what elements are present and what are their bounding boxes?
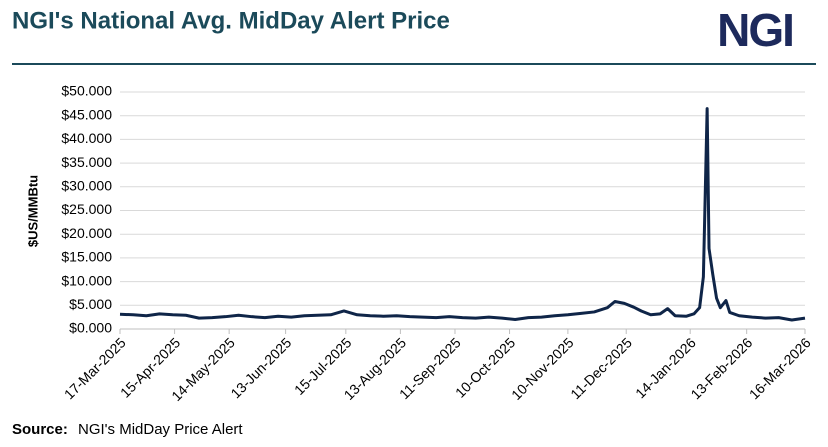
y-tick-label: $5.000 <box>69 296 112 312</box>
x-tick-label: 16-Mar-2026 <box>746 334 814 402</box>
y-tick-label: $15.000 <box>61 249 112 265</box>
y-tick-label: $35.000 <box>61 154 112 170</box>
source-text: NGI's MidDay Price Alert <box>78 421 243 438</box>
source-label: Source: <box>12 421 68 438</box>
y-tick-label: $30.000 <box>61 178 112 194</box>
y-axis-label: $US/MMBtu <box>25 175 40 247</box>
y-tick-label: $50.000 <box>61 83 112 99</box>
y-tick-label: $10.000 <box>61 272 112 288</box>
y-tick-label: $20.000 <box>61 225 112 241</box>
y-tick-label: $0.000 <box>69 320 112 336</box>
price-line <box>119 107 806 322</box>
y-tick-label: $45.000 <box>61 106 112 122</box>
x-tick-label: 13-Jun-2025 <box>227 334 294 401</box>
x-tick-label: 10-Nov-2025 <box>508 334 577 403</box>
y-tick-label: $40.000 <box>61 130 112 146</box>
chart-title: NGI's National Avg. MidDay Alert Price <box>12 7 450 34</box>
y-tick-label: $25.000 <box>61 201 112 217</box>
x-tick-label: 11-Dec-2025 <box>567 334 635 402</box>
logo: NGI <box>717 4 793 56</box>
